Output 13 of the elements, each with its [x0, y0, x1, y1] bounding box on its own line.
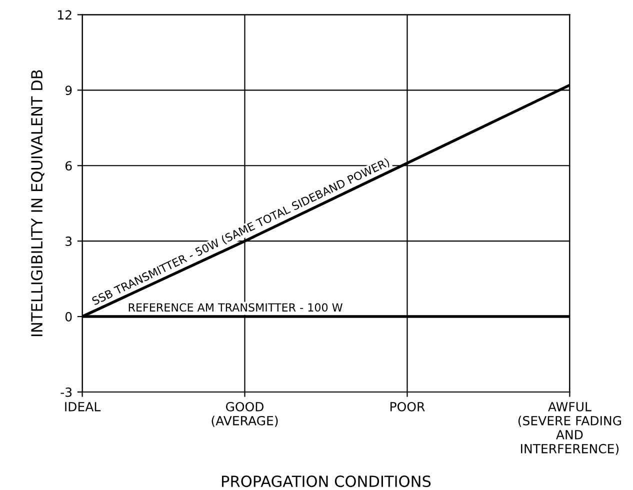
- x-tick-label: GOOD (AVERAGE): [212, 402, 278, 427]
- x-tick-label: IDEAL: [65, 402, 101, 412]
- x-tick-label: POOR: [390, 402, 425, 412]
- y-tick-label: -3: [60, 387, 72, 397]
- x-axis-title: PROPAGATION CONDITIONS: [222, 476, 431, 488]
- y-axis-title: INTELLIGIBILITY IN EQUIVALENT DB: [31, 70, 44, 336]
- y-tick-label: 3: [66, 236, 72, 246]
- series-label: REFERENCE AM TRANSMITTER - 100 W: [128, 303, 342, 312]
- y-tick-label: 6: [65, 161, 72, 171]
- y-tick-label: 12: [58, 10, 72, 20]
- y-tick-label: 9: [65, 86, 72, 96]
- y-tick-label: 0: [65, 312, 72, 322]
- x-tick-label: AWFUL (SEVERE FADING AND INTERFERENCE): [518, 402, 622, 455]
